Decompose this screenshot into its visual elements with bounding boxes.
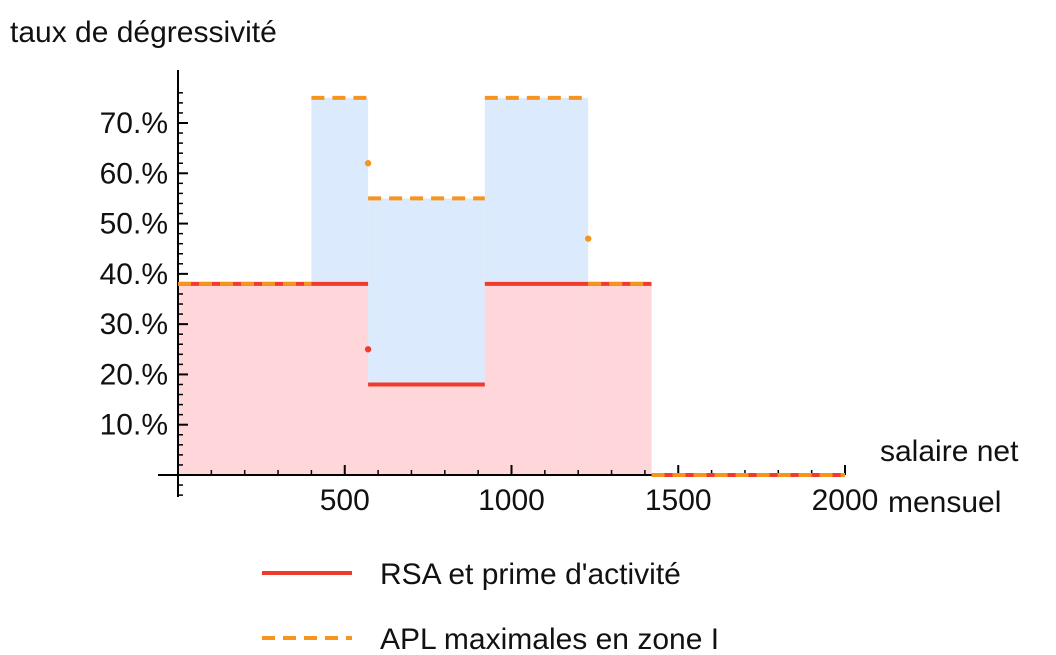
area-fill-0-0: [178, 283, 312, 475]
y-tick-label: 70.%: [100, 107, 168, 140]
x-tick-label: 1000: [478, 484, 545, 517]
area-fill-0-3: [484, 283, 589, 475]
y-tick-label: 20.%: [100, 358, 168, 391]
y-tick-label: 50.%: [100, 208, 168, 241]
area-fill-0-1: [311, 283, 369, 475]
area-fills: [178, 97, 652, 475]
series-point-1: [585, 235, 592, 242]
legend-label-rsa: RSA et prime d'activité: [380, 558, 681, 591]
series-lines: [178, 95, 845, 477]
legend-label-apl: APL maximales en zone I: [380, 623, 719, 655]
legend: RSA et prime d'activité APL maximales en…: [262, 558, 719, 655]
y-tick-label: 30.%: [100, 308, 168, 341]
x-tick-label: 1500: [645, 484, 712, 517]
series-point-0: [364, 346, 372, 353]
y-tick-label: 40.%: [100, 258, 168, 291]
x-tick-label: 2000: [812, 484, 879, 517]
y-tick-label: 10.%: [100, 409, 168, 442]
area-fill-0-4: [588, 283, 652, 475]
x-axis-label-line1: salaire net: [880, 435, 1019, 468]
y-axis-label: taux de dégressivité: [10, 16, 277, 49]
y-tick-label: 60.%: [100, 157, 168, 190]
x-tick-label: 500: [320, 484, 370, 517]
area-fill-0-2: [368, 384, 485, 475]
x-axis-label-line2: mensuel: [888, 486, 1001, 519]
axes: 500 1000 1500 2000 10.% 20.% 30.% 40.% 50.% 60.% 7…: [100, 70, 879, 517]
series-point-1: [364, 160, 372, 167]
